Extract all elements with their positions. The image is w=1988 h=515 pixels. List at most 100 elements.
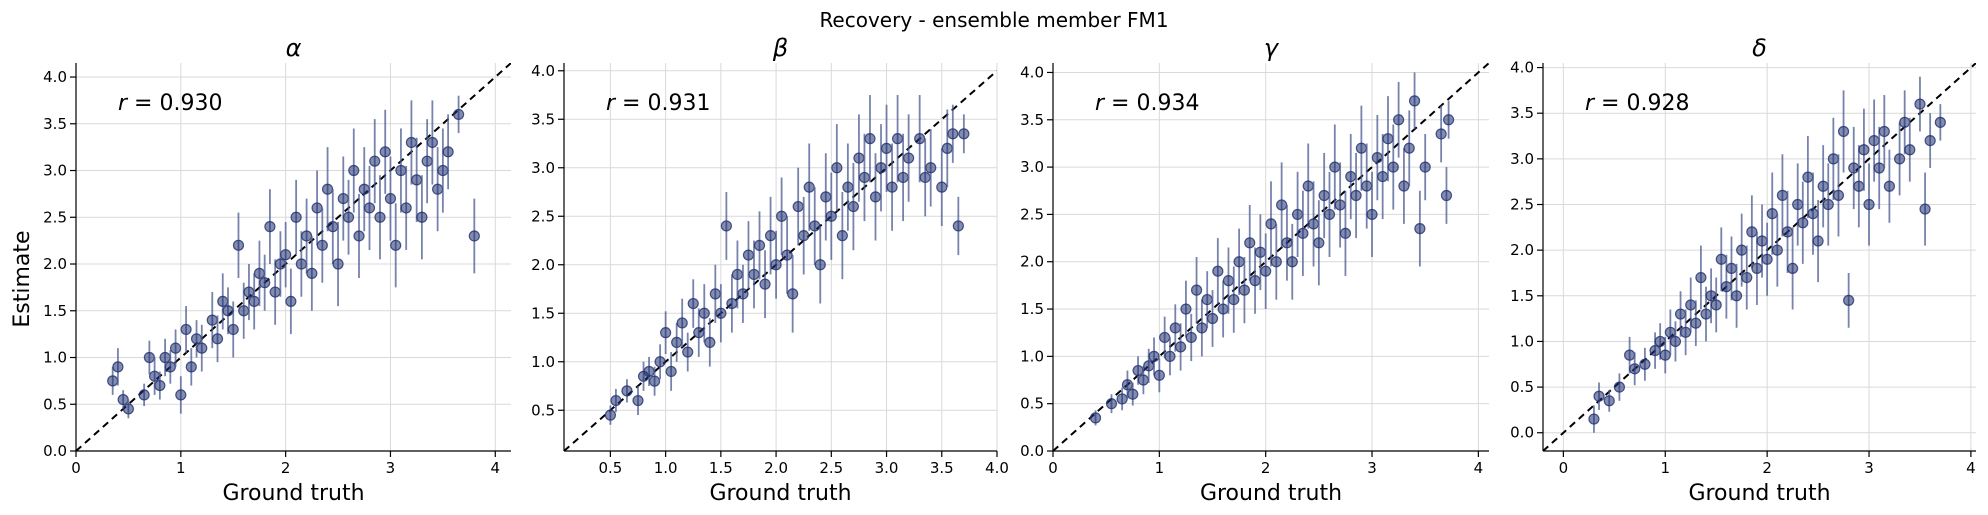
data-point xyxy=(411,174,423,186)
panel-delta: 0 1 2 3 4 0.0 0.5 1.0 1.5 2.0 2.5 3.0 3.5 4.0 δ Ground … xyxy=(1510,34,1976,506)
data-point xyxy=(452,108,465,121)
y-tick-label: 2.0 xyxy=(1020,253,1044,271)
correlation-label-alpha: r = 0.930 xyxy=(118,91,222,116)
data-point xyxy=(1853,180,1865,192)
data-point xyxy=(1377,170,1389,183)
data-point xyxy=(880,142,893,154)
data-point xyxy=(1781,226,1794,238)
y-tick-label: 2.0 xyxy=(531,256,555,274)
data-point xyxy=(1613,381,1626,393)
data-point xyxy=(285,295,297,308)
data-point xyxy=(1822,198,1834,211)
data-point xyxy=(1345,170,1357,183)
y-tick-label: 1.0 xyxy=(43,349,67,367)
data-point xyxy=(149,370,161,382)
y-tick-label: 2.5 xyxy=(1510,196,1534,214)
y-tick-label: 2.5 xyxy=(1020,205,1044,223)
data-point xyxy=(1924,135,1936,147)
data-point xyxy=(264,221,276,233)
data-point xyxy=(206,314,218,326)
data-point xyxy=(1435,128,1447,140)
data-point xyxy=(1649,344,1661,357)
data-point xyxy=(416,211,428,223)
y-tick-label: 1.0 xyxy=(531,353,555,371)
data-point xyxy=(1190,284,1203,296)
y-axis-label: Estimate xyxy=(10,230,35,327)
data-point xyxy=(1639,358,1651,370)
data-point xyxy=(243,286,255,298)
y-tick-label: 3.0 xyxy=(1510,150,1534,168)
data-point xyxy=(1848,162,1860,174)
data-point xyxy=(468,230,480,242)
data-point xyxy=(825,210,837,222)
panel-gamma: 0 1 2 3 4 0.0 0.5 1.0 1.5 2.0 2.5 3.0 3.5 4.0 γ Ground … xyxy=(1020,34,1489,506)
data-point xyxy=(169,342,182,354)
x-tick-label: 3.5 xyxy=(930,459,954,477)
data-point xyxy=(886,181,898,193)
data-point xyxy=(903,152,915,164)
panel-title-beta: β xyxy=(772,34,788,62)
y-tick-label: 1.5 xyxy=(43,302,67,320)
y-tick-label: 1.5 xyxy=(531,304,555,322)
data-point xyxy=(936,181,948,193)
data-point xyxy=(742,249,755,261)
data-point xyxy=(842,181,854,193)
x-tick-label: 1.5 xyxy=(709,459,733,477)
correlation-label-delta: r = 0.928 xyxy=(1585,91,1689,116)
data-point xyxy=(1318,189,1330,202)
data-point xyxy=(1893,153,1906,165)
identity-line xyxy=(564,70,997,451)
y-tick-label: 3.0 xyxy=(531,159,555,177)
y-tick-label: 1.5 xyxy=(1510,287,1534,305)
data-point xyxy=(379,146,391,158)
data-point xyxy=(1690,317,1702,329)
correlation-label-gamma: r = 0.934 xyxy=(1095,91,1199,116)
data-point xyxy=(1812,235,1824,247)
data-point xyxy=(1414,223,1426,235)
y-tick-label: 2.5 xyxy=(43,208,67,226)
data-point xyxy=(1674,308,1687,320)
x-tick-label: 0 xyxy=(1048,459,1058,477)
y-tick-label: 2.0 xyxy=(43,255,67,273)
data-point xyxy=(1797,217,1809,229)
data-point xyxy=(682,346,694,358)
data-point xyxy=(1329,161,1341,173)
y-tick-label: 0.0 xyxy=(1020,442,1044,460)
data-point xyxy=(390,239,402,251)
data-point xyxy=(185,361,197,373)
data-point xyxy=(1361,180,1373,192)
data-point xyxy=(676,317,688,329)
data-point xyxy=(798,230,810,242)
data-point xyxy=(1593,390,1605,402)
data-point xyxy=(1863,198,1875,211)
data-point xyxy=(698,307,710,319)
data-point xyxy=(1249,275,1261,287)
data-point xyxy=(1355,142,1367,154)
x-tick-label: 2.0 xyxy=(764,459,788,477)
data-point xyxy=(442,146,454,158)
data-point xyxy=(1217,303,1229,315)
points-beta xyxy=(604,95,970,425)
data-point xyxy=(1132,364,1144,377)
y-tick-label: 0.0 xyxy=(1510,424,1534,442)
points-delta xyxy=(1588,76,1946,433)
data-point xyxy=(604,409,616,421)
x-axis-label-delta: Ground truth xyxy=(1688,481,1830,506)
data-point xyxy=(159,351,171,364)
data-point xyxy=(1741,271,1753,284)
data-point xyxy=(164,361,176,373)
data-point xyxy=(437,164,449,177)
data-point xyxy=(919,171,931,184)
data-point xyxy=(1629,363,1641,375)
y-tick-label: 3.5 xyxy=(531,110,555,128)
x-tick-label: 0 xyxy=(71,459,81,477)
data-point xyxy=(1756,235,1768,247)
data-point xyxy=(363,202,376,214)
x-tick-label: 3 xyxy=(1864,459,1874,477)
x-tick-label: 2 xyxy=(281,459,291,477)
data-point xyxy=(1276,199,1288,211)
data-point xyxy=(715,307,727,319)
data-point xyxy=(1089,412,1102,424)
data-point xyxy=(1442,114,1455,126)
data-point xyxy=(1827,153,1839,165)
